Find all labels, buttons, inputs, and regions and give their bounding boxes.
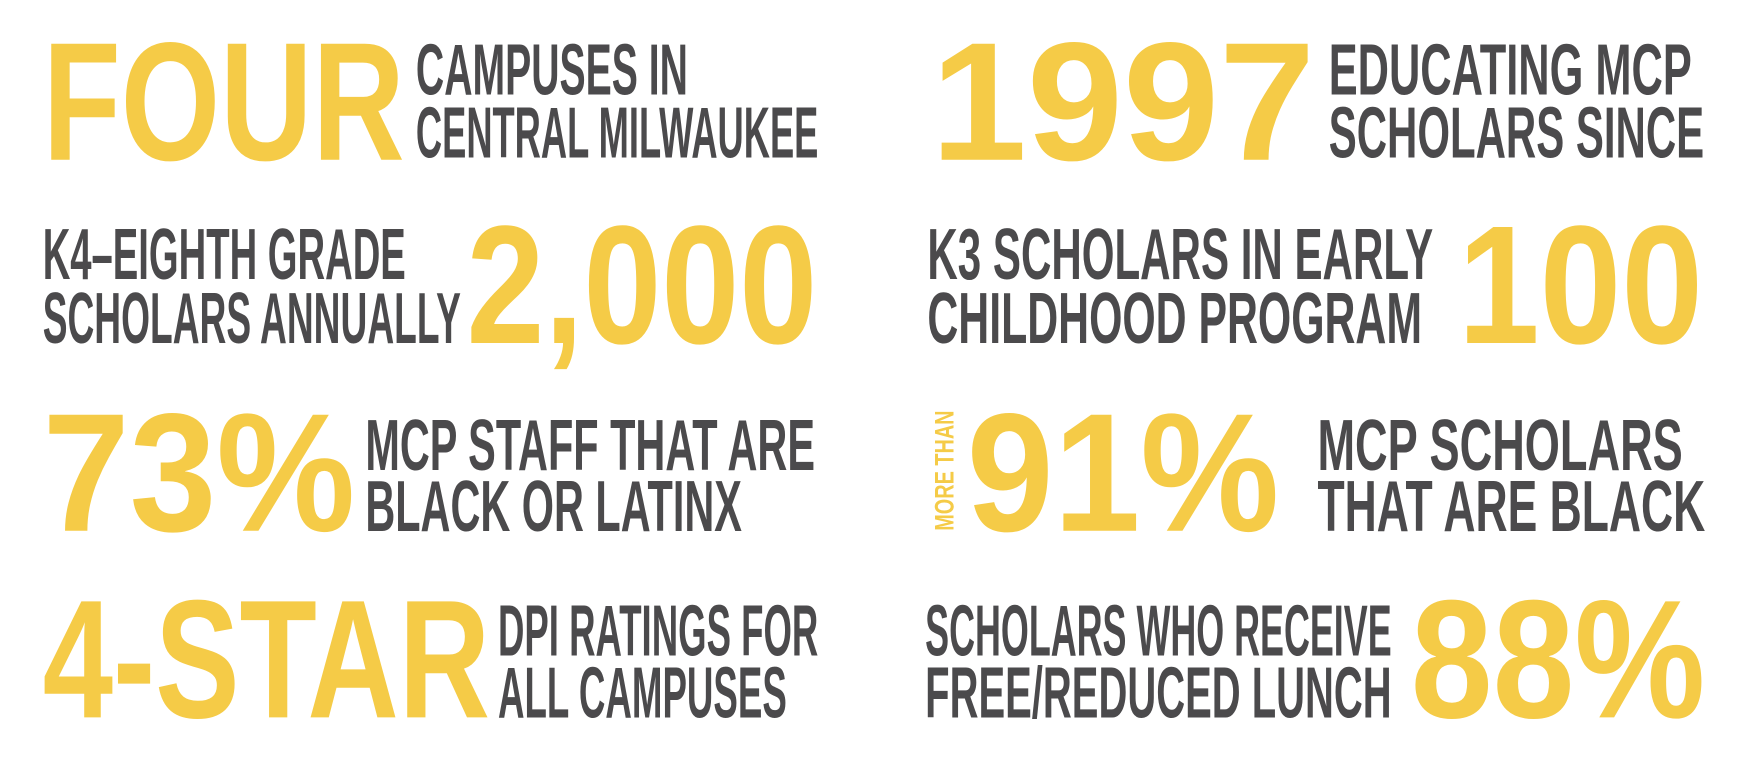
stat: FOUR CAMPUSES IN CENTRAL MILWAUKEE <box>43 7 819 196</box>
stat-text: SCHOLARS SINCE <box>1329 94 1704 174</box>
stat: 1997 EDUCATING MCP SCHOLARS SINCE <box>931 7 1704 196</box>
stat-number: 91% <box>967 378 1280 567</box>
stat-number: 2,000 <box>467 190 818 379</box>
stat: 73% MCP STAFF THAT ARE BLACK OR LATINX <box>43 378 815 567</box>
stat-number: FOUR <box>43 7 405 196</box>
stat-text: BLACK OR LATINX <box>365 467 742 547</box>
stat-text: FREE/REDUCED LUNCH <box>925 653 1392 733</box>
stat-prefix: MORE THAN <box>929 410 959 530</box>
stat-text: MCP STAFF THAT ARE <box>365 406 815 486</box>
stat: SCHOLARS WHO RECEIVE FREE/REDUCED LUNCH … <box>925 564 1705 753</box>
stat-text: SCHOLARS WHO RECEIVE <box>925 592 1392 672</box>
stat-text: K4–EIGHTH GRADE <box>43 215 406 295</box>
stat-number: 4-STAR <box>43 564 490 753</box>
stat-number: 73% <box>43 378 356 567</box>
stat-text: EDUCATING MCP <box>1329 31 1692 111</box>
stat-number: 88% <box>1411 564 1706 753</box>
stat-text: SCHOLARS ANNUALLY <box>43 279 461 359</box>
stat: 4-STAR DPI RATINGS FOR ALL CAMPUSES <box>43 564 819 753</box>
stat-text: K3 SCHOLARS IN EARLY <box>927 215 1433 295</box>
stat-text: DPI RATINGS FOR <box>498 592 818 672</box>
stat: MORE THAN 91% MCP SCHOLARS THAT ARE BLAC… <box>929 378 1705 567</box>
stat-number: 100 <box>1458 190 1703 379</box>
stat-text: ALL CAMPUSES <box>498 653 787 733</box>
stat-text: MCP SCHOLARS <box>1317 406 1682 486</box>
stat-text: CHILDHOOD PROGRAM <box>927 279 1422 359</box>
stat-text: CENTRAL MILWAUKEE <box>416 94 818 174</box>
stat-text: CAMPUSES IN <box>416 31 688 111</box>
stat-number: 1997 <box>931 7 1315 196</box>
stat: K4–EIGHTH GRADE SCHOLARS ANNUALLY 2,000 <box>43 190 818 379</box>
stat: K3 SCHOLARS IN EARLY CHILDHOOD PROGRAM 1… <box>927 190 1703 379</box>
stat-text: THAT ARE BLACK <box>1317 467 1705 547</box>
